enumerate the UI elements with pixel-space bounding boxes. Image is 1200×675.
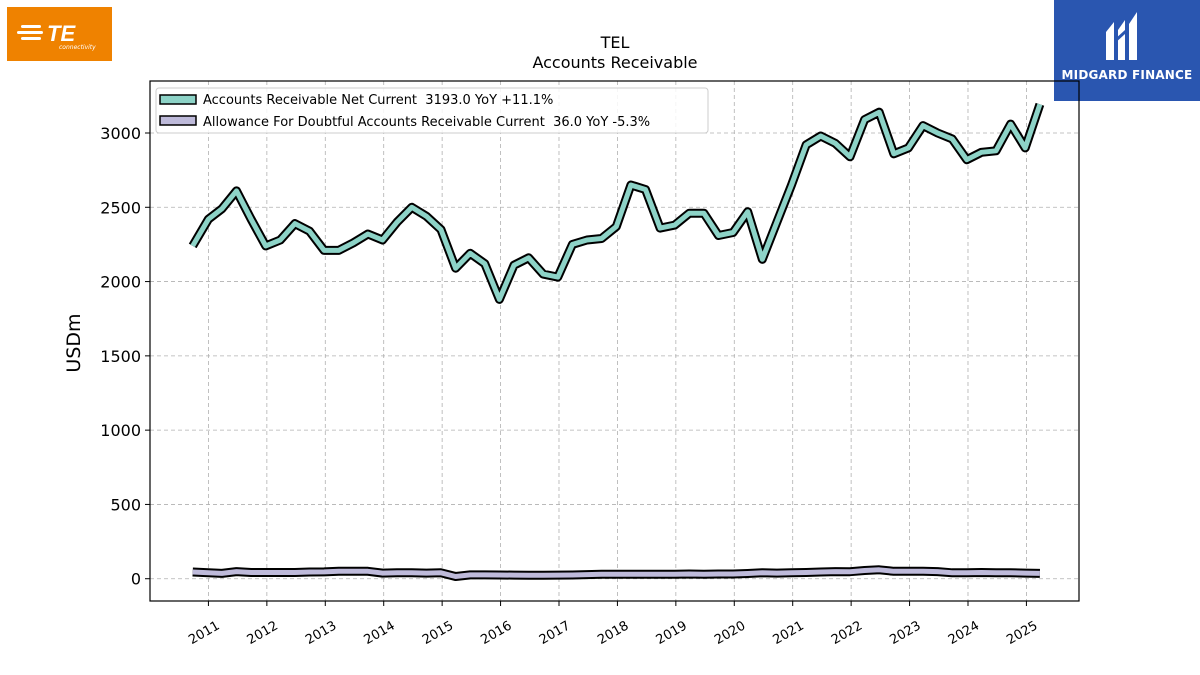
legend-swatch-allowance bbox=[159, 115, 197, 126]
legend-label-receivable: Accounts Receivable Net Current 3193.0 Y… bbox=[203, 93, 553, 108]
x-tick-label: 2017 bbox=[537, 618, 573, 648]
midgard-finance-logo: MIDGARD FINANCE bbox=[1054, 0, 1200, 101]
y-tick-label: 3000 bbox=[100, 124, 141, 143]
midgard-logo-text: MIDGARD FINANCE bbox=[1061, 68, 1193, 82]
y-axis-ticks: 0 500 1000 1500 2000 2500 3000 bbox=[100, 124, 150, 589]
plot-frame bbox=[149, 80, 1080, 602]
y-tick-label: 0 bbox=[131, 570, 141, 589]
x-tick-label: 2019 bbox=[654, 618, 690, 648]
chart-title: TEL bbox=[600, 33, 630, 52]
y-tick-label: 1500 bbox=[100, 347, 141, 366]
y-tick-label: 500 bbox=[110, 495, 141, 514]
x-tick-label: 2016 bbox=[478, 618, 514, 648]
x-tick-label: 2024 bbox=[946, 618, 982, 648]
grid-lines bbox=[150, 81, 1079, 601]
legend-swatch-receivable bbox=[159, 94, 197, 105]
y-tick-label: 2500 bbox=[100, 198, 141, 217]
x-tick-label: 2021 bbox=[771, 618, 807, 648]
series-lines bbox=[188, 102, 1045, 581]
y-tick-label: 1000 bbox=[100, 421, 141, 440]
x-tick-label: 2014 bbox=[362, 618, 398, 648]
x-tick-label: 2015 bbox=[420, 618, 456, 648]
series-outline-receivable bbox=[188, 102, 1045, 304]
x-tick-label: 2025 bbox=[1004, 618, 1040, 648]
chart-subtitle: Accounts Receivable bbox=[532, 53, 697, 72]
te-logo-text: TE bbox=[47, 21, 76, 46]
x-tick-label: 2012 bbox=[245, 618, 281, 648]
te-logo-subtext: connectivity bbox=[59, 44, 96, 51]
midgard-mark-icon bbox=[1106, 12, 1137, 60]
te-connectivity-logo: TE connectivity bbox=[7, 7, 112, 61]
y-axis-label: USDm bbox=[63, 313, 85, 372]
x-tick-label: 2018 bbox=[595, 618, 631, 648]
series-line-allowance bbox=[192, 567, 1040, 579]
legend-box bbox=[155, 87, 709, 134]
x-tick-label: 2013 bbox=[303, 618, 339, 648]
x-tick-label: 2022 bbox=[829, 618, 865, 648]
legend-label-allowance: Allowance For Doubtful Accounts Receivab… bbox=[203, 115, 650, 130]
te-logo-mark-icon: TE bbox=[17, 21, 76, 46]
x-tick-label: 2023 bbox=[887, 618, 923, 648]
x-tick-label: 2020 bbox=[712, 618, 748, 648]
legend: Accounts Receivable Net Current 3193.0 Y… bbox=[155, 87, 709, 134]
x-axis-ticks: 2011 2012 2013 2014 2015 2016 2017 2018 2019 2020… bbox=[186, 601, 1040, 648]
x-tick-label: 2011 bbox=[186, 618, 222, 648]
y-tick-label: 2000 bbox=[100, 273, 141, 292]
series-line-receivable bbox=[190, 103, 1043, 302]
